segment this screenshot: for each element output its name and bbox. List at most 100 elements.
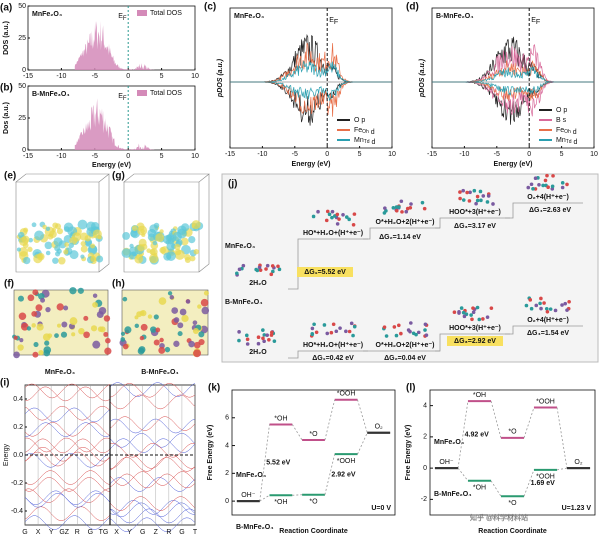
atom bbox=[467, 199, 472, 203]
pdos-line bbox=[432, 44, 594, 83]
atom bbox=[479, 198, 483, 203]
structure-title: B-MnFe₂O₄ bbox=[141, 369, 179, 376]
text: p bbox=[561, 107, 567, 114]
atom bbox=[330, 209, 335, 214]
highlight bbox=[447, 336, 503, 346]
delta-g: ΔG₂=1.14 eV bbox=[379, 234, 421, 241]
step-line bbox=[505, 202, 583, 219]
text: s bbox=[561, 117, 567, 124]
step-line bbox=[288, 350, 368, 359]
atom bbox=[269, 272, 274, 277]
atom bbox=[534, 303, 539, 308]
atom bbox=[241, 263, 246, 268]
atom bbox=[255, 268, 260, 273]
atom bbox=[153, 314, 159, 320]
connector bbox=[490, 480, 502, 497]
atom bbox=[31, 323, 36, 328]
text: Mn bbox=[354, 137, 364, 144]
atom bbox=[335, 222, 340, 226]
band bbox=[109, 477, 196, 492]
text: O bbox=[354, 117, 360, 124]
series-name: MnFe₂O₄ bbox=[236, 472, 266, 479]
electron-density bbox=[96, 255, 104, 263]
atom bbox=[485, 200, 490, 204]
atom bbox=[334, 329, 339, 334]
electron-density bbox=[17, 231, 25, 239]
x-tick-label: 0 bbox=[325, 151, 329, 158]
electron-density bbox=[56, 228, 63, 235]
panel-label: (g) bbox=[112, 171, 125, 182]
y-tick-label: 50 bbox=[18, 3, 26, 10]
connector bbox=[523, 407, 535, 438]
electron-density bbox=[64, 242, 70, 247]
atom bbox=[277, 267, 282, 272]
atom bbox=[347, 217, 351, 222]
structure-title: MnFe₂O₄ bbox=[45, 369, 75, 376]
electron-density bbox=[28, 237, 34, 243]
level-label: OH⁻ bbox=[439, 459, 454, 466]
text: d bbox=[572, 139, 578, 146]
atom bbox=[69, 317, 78, 326]
atom bbox=[472, 188, 477, 193]
atom bbox=[567, 299, 571, 304]
pdos-line bbox=[230, 34, 392, 83]
delta-g: ΔG₃=2.92 eV bbox=[454, 338, 496, 345]
electron-density bbox=[52, 257, 59, 264]
step-line bbox=[435, 217, 510, 229]
y-tick-label: 0 bbox=[22, 147, 26, 154]
atom bbox=[54, 333, 59, 338]
y-axis-label: Free Energy (eV) bbox=[207, 425, 214, 481]
atom bbox=[271, 269, 275, 274]
electron-density bbox=[51, 227, 57, 232]
atom bbox=[33, 342, 39, 348]
atom bbox=[38, 350, 44, 356]
text: d bbox=[571, 129, 577, 136]
band bbox=[24, 422, 111, 437]
electron-density bbox=[27, 246, 33, 253]
atom bbox=[173, 317, 180, 323]
state-label: 2H₂O bbox=[249, 349, 267, 356]
atom bbox=[169, 295, 175, 300]
electron-density bbox=[176, 228, 187, 239]
electron-density bbox=[152, 240, 158, 246]
electron-density bbox=[21, 235, 30, 244]
band bbox=[24, 453, 111, 468]
x-tick-label: -5 bbox=[292, 151, 298, 158]
electron-density bbox=[159, 229, 164, 234]
subscript: F bbox=[123, 16, 127, 22]
atom bbox=[13, 351, 20, 359]
step-line bbox=[435, 333, 510, 352]
state-label: 2H₂O bbox=[249, 280, 267, 287]
atom bbox=[36, 323, 44, 331]
electron-density bbox=[31, 222, 37, 228]
atom bbox=[245, 337, 250, 342]
connector bbox=[259, 494, 270, 502]
connector bbox=[457, 401, 469, 469]
band bbox=[24, 383, 111, 399]
x-tick-label: 0 bbox=[126, 153, 130, 160]
electron-density bbox=[71, 232, 82, 242]
text: p bbox=[359, 117, 365, 124]
atom bbox=[32, 351, 39, 358]
atom bbox=[92, 293, 98, 298]
atom bbox=[256, 341, 261, 346]
atom bbox=[92, 340, 101, 349]
state-label: HOO*+3(H⁺+e⁻) bbox=[449, 325, 501, 332]
y-tick-label: -0.4 bbox=[11, 508, 23, 515]
band bbox=[109, 383, 196, 398]
atom bbox=[92, 302, 98, 308]
electron-density bbox=[149, 249, 156, 256]
band bbox=[109, 502, 196, 518]
level-label: *O bbox=[309, 431, 318, 438]
band bbox=[109, 473, 196, 489]
electron-density bbox=[68, 242, 74, 249]
band bbox=[24, 386, 111, 402]
atom bbox=[138, 346, 146, 354]
connector bbox=[324, 399, 336, 441]
k-label: R bbox=[166, 529, 171, 536]
x-tick-label: 10 bbox=[191, 73, 199, 80]
electron-density bbox=[137, 225, 148, 236]
atom bbox=[103, 331, 109, 337]
atom bbox=[192, 320, 198, 325]
